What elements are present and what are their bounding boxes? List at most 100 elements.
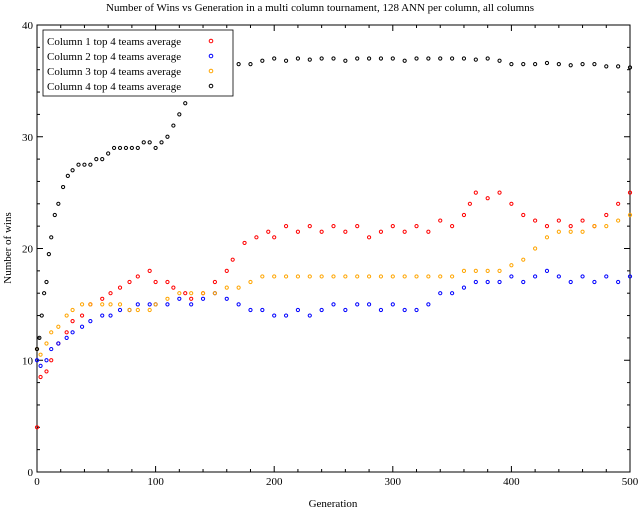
legend-label-column-3: Column 3 top 4 teams average bbox=[47, 66, 181, 78]
data-point bbox=[402, 307, 407, 313]
data-point bbox=[283, 224, 289, 229]
data-point bbox=[111, 145, 117, 151]
legend-marker-column-1 bbox=[208, 38, 214, 44]
data-point bbox=[82, 162, 87, 167]
x-tick-label: 300 bbox=[385, 476, 402, 488]
y-tick-label: 30 bbox=[22, 132, 34, 144]
series-column-4 bbox=[34, 56, 633, 352]
data-point bbox=[177, 296, 182, 301]
data-point bbox=[272, 313, 277, 318]
data-point bbox=[402, 58, 407, 63]
data-point bbox=[49, 358, 54, 363]
data-point bbox=[100, 157, 105, 162]
data-point bbox=[473, 279, 478, 285]
data-point bbox=[49, 346, 54, 352]
data-point bbox=[42, 291, 47, 296]
data-point bbox=[242, 240, 247, 246]
series-column-2 bbox=[34, 268, 633, 368]
data-point bbox=[183, 101, 188, 106]
data-point bbox=[224, 296, 229, 301]
data-point bbox=[616, 218, 621, 223]
data-point bbox=[295, 56, 301, 61]
data-point bbox=[450, 274, 455, 279]
data-point bbox=[295, 307, 301, 313]
data-point bbox=[521, 62, 526, 67]
x-tick-label: 0 bbox=[34, 476, 40, 488]
data-point bbox=[127, 307, 132, 313]
data-point bbox=[331, 56, 336, 61]
data-point bbox=[165, 279, 170, 285]
data-point bbox=[331, 302, 336, 307]
data-points bbox=[34, 56, 633, 430]
data-point bbox=[426, 274, 431, 279]
data-point bbox=[127, 279, 132, 285]
data-point bbox=[177, 291, 182, 296]
data-point bbox=[580, 229, 585, 234]
data-point bbox=[283, 313, 289, 318]
data-point bbox=[378, 229, 384, 234]
data-point bbox=[189, 302, 194, 307]
data-point bbox=[497, 279, 502, 285]
data-point bbox=[44, 279, 49, 285]
data-point bbox=[319, 274, 324, 279]
data-point bbox=[568, 229, 573, 234]
data-point bbox=[604, 274, 609, 279]
data-point bbox=[450, 291, 455, 296]
data-point bbox=[153, 145, 158, 151]
data-point bbox=[366, 235, 372, 240]
data-point bbox=[355, 302, 360, 307]
data-point bbox=[165, 134, 170, 139]
data-point bbox=[355, 224, 360, 229]
data-point bbox=[414, 224, 419, 229]
data-point bbox=[295, 274, 301, 279]
data-point bbox=[580, 62, 585, 67]
x-tick-label: 400 bbox=[503, 476, 520, 488]
data-point bbox=[108, 291, 113, 296]
data-point bbox=[171, 285, 176, 290]
data-point bbox=[135, 302, 140, 307]
data-point bbox=[236, 62, 241, 67]
data-point bbox=[402, 274, 407, 279]
data-point bbox=[236, 302, 241, 307]
data-point bbox=[56, 324, 61, 329]
data-point bbox=[44, 341, 49, 346]
data-point bbox=[224, 285, 229, 290]
data-point bbox=[331, 224, 336, 229]
data-point bbox=[64, 330, 69, 335]
legend-label-column-4: Column 4 top 4 teams average bbox=[47, 81, 181, 93]
data-point bbox=[88, 162, 93, 167]
data-point bbox=[79, 324, 85, 329]
data-point bbox=[414, 274, 419, 279]
data-point bbox=[438, 274, 443, 279]
data-point bbox=[44, 369, 49, 374]
data-point bbox=[260, 274, 265, 279]
data-point bbox=[307, 274, 312, 279]
legend-marker-column-3 bbox=[208, 68, 214, 74]
data-point bbox=[426, 229, 431, 234]
data-point bbox=[147, 140, 152, 145]
data-point bbox=[106, 151, 111, 156]
data-point bbox=[117, 145, 123, 151]
data-point bbox=[46, 251, 51, 257]
data-point bbox=[473, 190, 478, 195]
series-column-3 bbox=[34, 212, 633, 357]
data-point bbox=[461, 268, 467, 273]
data-point bbox=[343, 274, 348, 279]
data-point bbox=[450, 56, 455, 61]
data-point bbox=[117, 285, 123, 290]
data-point bbox=[307, 224, 312, 229]
data-point bbox=[627, 190, 633, 195]
data-point bbox=[307, 313, 312, 318]
data-point bbox=[189, 291, 194, 296]
data-point bbox=[212, 279, 217, 285]
data-point bbox=[319, 56, 324, 61]
data-point bbox=[592, 279, 597, 285]
data-point bbox=[544, 224, 550, 229]
data-point bbox=[556, 274, 561, 279]
data-point bbox=[366, 302, 372, 307]
data-point bbox=[272, 235, 277, 240]
data-point bbox=[135, 274, 140, 279]
data-point bbox=[568, 63, 573, 68]
data-point bbox=[592, 62, 597, 67]
data-point bbox=[135, 145, 140, 151]
